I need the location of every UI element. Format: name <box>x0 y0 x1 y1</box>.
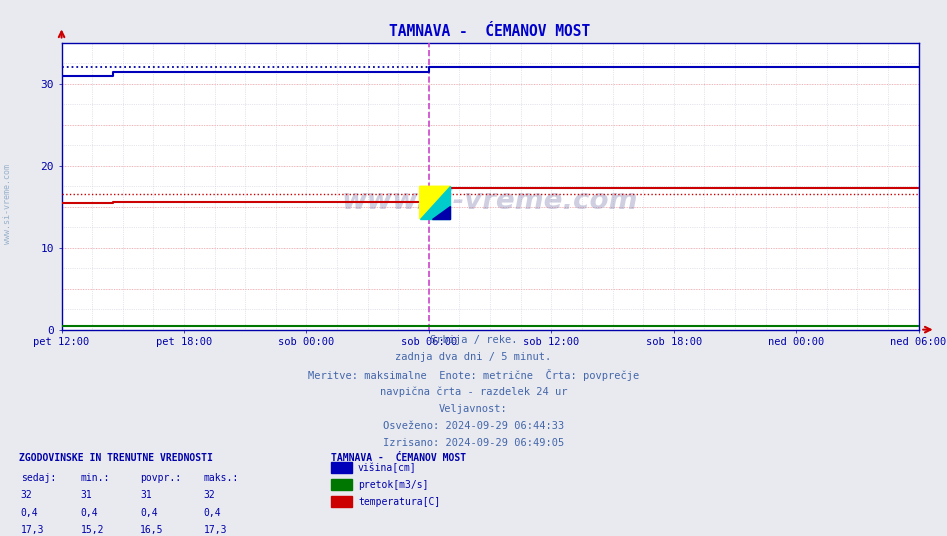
Text: 0,4: 0,4 <box>80 508 98 518</box>
Text: sedaj:: sedaj: <box>21 473 56 483</box>
Text: 16,5: 16,5 <box>140 525 164 535</box>
Text: 17,3: 17,3 <box>21 525 45 535</box>
Text: Meritve: maksimalne  Enote: metrične  Črta: povprečje: Meritve: maksimalne Enote: metrične Črta… <box>308 369 639 381</box>
Text: 32: 32 <box>204 490 215 501</box>
Text: Izrisano: 2024-09-29 06:49:05: Izrisano: 2024-09-29 06:49:05 <box>383 438 564 448</box>
Text: min.:: min.: <box>80 473 110 483</box>
Text: www.si-vreme.com: www.si-vreme.com <box>3 163 12 244</box>
Text: 32: 32 <box>21 490 32 501</box>
Text: 31: 31 <box>140 490 152 501</box>
Text: Osveženo: 2024-09-29 06:44:33: Osveženo: 2024-09-29 06:44:33 <box>383 421 564 431</box>
Text: 31: 31 <box>80 490 92 501</box>
Text: 0,4: 0,4 <box>21 508 39 518</box>
Title: TAMNAVA -  ĆEMANOV MOST: TAMNAVA - ĆEMANOV MOST <box>389 24 591 39</box>
Text: navpična črta - razdelek 24 ur: navpična črta - razdelek 24 ur <box>380 386 567 397</box>
Text: 15,2: 15,2 <box>80 525 104 535</box>
Text: temperatura[C]: temperatura[C] <box>358 497 440 507</box>
Text: maks.:: maks.: <box>204 473 239 483</box>
Text: zadnja dva dni / 5 minut.: zadnja dva dni / 5 minut. <box>396 352 551 362</box>
Text: višina[cm]: višina[cm] <box>358 462 417 473</box>
Text: Veljavnost:: Veljavnost: <box>439 404 508 414</box>
Text: 0,4: 0,4 <box>140 508 158 518</box>
Text: povpr.:: povpr.: <box>140 473 181 483</box>
Text: 0,4: 0,4 <box>204 508 222 518</box>
Text: www.si-vreme.com: www.si-vreme.com <box>342 187 638 214</box>
Polygon shape <box>432 206 450 219</box>
Text: pretok[m3/s]: pretok[m3/s] <box>358 480 428 489</box>
Text: Srbija / reke.: Srbija / reke. <box>430 335 517 345</box>
Polygon shape <box>420 187 450 219</box>
Polygon shape <box>420 187 450 219</box>
Text: ZGODOVINSKE IN TRENUTNE VREDNOSTI: ZGODOVINSKE IN TRENUTNE VREDNOSTI <box>19 453 213 463</box>
Text: TAMNAVA -  ĆEMANOV MOST: TAMNAVA - ĆEMANOV MOST <box>331 453 467 463</box>
Text: 17,3: 17,3 <box>204 525 227 535</box>
